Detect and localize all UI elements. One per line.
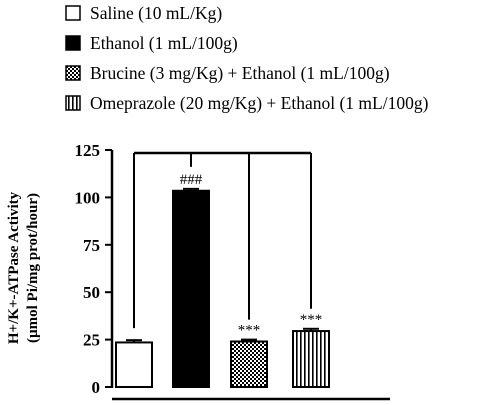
bars [115,187,330,389]
legend-swatch [65,5,81,21]
legend-swatch [65,35,81,51]
legend: Saline (10 mL/Kg) Ethanol (1 mL/100g) Bruc… [65,3,429,113]
y-tick-label: 75 [83,236,100,255]
significance-label: ### [180,172,203,188]
y-tick-label: 125 [75,141,101,160]
y-tick-label: 25 [83,331,100,350]
y-tick-label: 100 [75,188,101,207]
significance-labels: ### *** *** [180,172,323,339]
legend-label: Ethanol (1 mL/100g) [90,33,238,53]
y-axis-label-line1: H+/K+-ATPase Activity [6,191,22,344]
axes: 0 25 50 75 100 125 [75,141,390,401]
y-axis-label-line2: (µmol Pi/mg prot/hour) [25,193,41,343]
significance-label: *** [238,323,261,339]
bar [230,340,268,389]
legend-label: Omeprazole (20 mg/Kg) + Ethanol (1 mL/10… [90,93,429,113]
bar [292,330,330,388]
y-axis-label: H+/K+-ATPase Activity (µmol Pi/mg prot/h… [6,191,41,344]
bar [115,341,153,388]
y-tick-label: 50 [83,283,100,302]
legend-label: Saline (10 mL/Kg) [90,3,222,23]
comparison-bracket [133,151,312,329]
legend-swatch [65,65,81,81]
bar [172,189,210,388]
y-tick-label: 0 [92,378,101,397]
legend-label: Brucine (3 mg/Kg) + Ethanol (1 mL/100g) [90,63,390,83]
significance-label: *** [300,312,323,328]
legend-swatch [65,95,81,111]
